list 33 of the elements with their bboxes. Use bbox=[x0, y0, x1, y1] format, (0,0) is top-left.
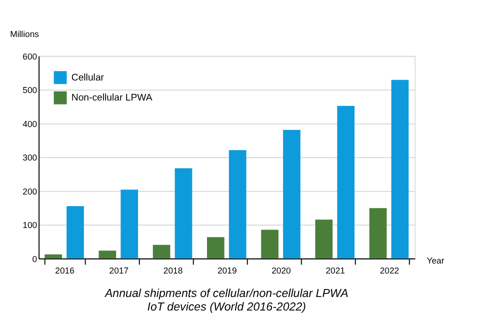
bar bbox=[391, 80, 409, 258]
bar bbox=[206, 237, 224, 258]
bar bbox=[152, 244, 170, 258]
text: Annual shipments of cellular/non-cellular LPWA IoT devices (World 2016-2022) bbox=[104, 288, 349, 314]
y-tick-label: 500 bbox=[22, 85, 38, 96]
x-tick-label: 2019 bbox=[217, 265, 237, 276]
y-tick-label: 0 bbox=[32, 254, 38, 264]
bar bbox=[44, 254, 62, 258]
y-tick-label: 600 bbox=[22, 51, 38, 62]
y-tick-label: 400 bbox=[22, 118, 38, 129]
x-tick-label: 2022 bbox=[380, 265, 400, 276]
x-tick-label: 2017 bbox=[109, 265, 129, 276]
y-tick-label: 300 bbox=[22, 152, 38, 163]
bar bbox=[337, 106, 355, 258]
x-tick-label: 2021 bbox=[326, 265, 346, 276]
x-tick-label: 2018 bbox=[163, 265, 183, 276]
legend-label: Non-cellular LPWA bbox=[71, 92, 153, 104]
bar bbox=[315, 220, 333, 258]
legend-label: Cellular bbox=[71, 72, 105, 84]
bar bbox=[174, 168, 192, 258]
x-tick-label: 2020 bbox=[272, 265, 292, 276]
bar bbox=[228, 150, 246, 258]
bar bbox=[66, 206, 84, 258]
x-tick-label: 2016 bbox=[55, 265, 75, 276]
bar bbox=[98, 250, 116, 258]
y-axis-title: Millions bbox=[10, 29, 40, 40]
y-tick-label: 200 bbox=[22, 186, 38, 196]
x-axis-title: Year bbox=[426, 256, 444, 266]
y-tick-label: 100 bbox=[22, 220, 38, 230]
bar bbox=[120, 190, 138, 258]
bar bbox=[283, 130, 300, 258]
bar bbox=[261, 230, 278, 258]
bar bbox=[369, 208, 387, 258]
